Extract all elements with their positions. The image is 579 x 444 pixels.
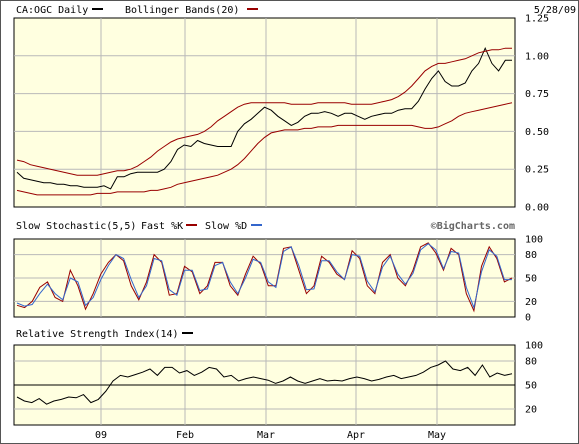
rsi-axis-ticks: 20 50 80 100 — [525, 341, 543, 416]
y-tick-label: 0.00 — [525, 203, 549, 214]
rsi-title: Relative Strength Index(14) — [16, 329, 179, 340]
y-tick-label: 100 — [525, 235, 543, 246]
bollinger-legend-label: Bollinger Bands(20) — [125, 5, 239, 16]
y-tick-label: 50 — [525, 381, 537, 392]
fast-k-legend-label: Fast %K — [141, 221, 183, 232]
stochastic-title: Slow Stochastic(5,5) — [16, 221, 136, 232]
y-tick-label: 1.00 — [525, 51, 549, 62]
slow-d-line — [16, 243, 512, 310]
rsi-series — [16, 360, 513, 405]
y-tick-label: 80 — [525, 250, 537, 261]
stochastic-series — [16, 242, 513, 313]
rsi-gridlines — [14, 345, 515, 425]
bigcharts-credit: ©BigCharts.com — [431, 220, 515, 232]
bollinger-upper-band — [16, 47, 512, 176]
y-tick-label: 0.25 — [525, 165, 549, 176]
y-tick-label: 100 — [525, 341, 543, 352]
y-tick-label: 80 — [525, 357, 537, 368]
price-series — [16, 46, 513, 196]
x-axis-labels: 09 Feb Mar Apr May — [95, 430, 446, 441]
y-tick-label: 20 — [525, 297, 537, 308]
x-tick-label: Apr — [347, 430, 365, 441]
x-tick-label: Mar — [257, 430, 275, 441]
price-panel — [13, 17, 516, 208]
y-tick-label: 50 — [525, 274, 537, 285]
price-line — [16, 46, 512, 190]
y-tick-label: 1.25 — [525, 14, 549, 25]
y-tick-label: 20 — [525, 405, 537, 416]
bollinger-lower-band — [16, 102, 513, 196]
chart-date: 5/28/09 — [534, 5, 576, 16]
price-title: CA:OGC Daily — [16, 5, 88, 16]
x-tick-label: May — [428, 430, 446, 441]
y-tick-label: 0.75 — [525, 89, 549, 100]
rsi-line — [16, 360, 513, 405]
x-tick-label: Feb — [176, 430, 194, 441]
stochastic-axis-ticks: 0 20 50 80 100 — [525, 235, 543, 324]
price-gridlines — [14, 18, 515, 207]
price-axis-ticks: 0.00 0.25 0.50 0.75 1.00 1.25 — [525, 14, 549, 214]
y-tick-label: 0.50 — [525, 127, 549, 138]
x-tick-label: 09 — [95, 430, 107, 441]
slow-d-legend-label: Slow %D — [205, 221, 247, 232]
y-tick-label: 0 — [525, 313, 531, 324]
